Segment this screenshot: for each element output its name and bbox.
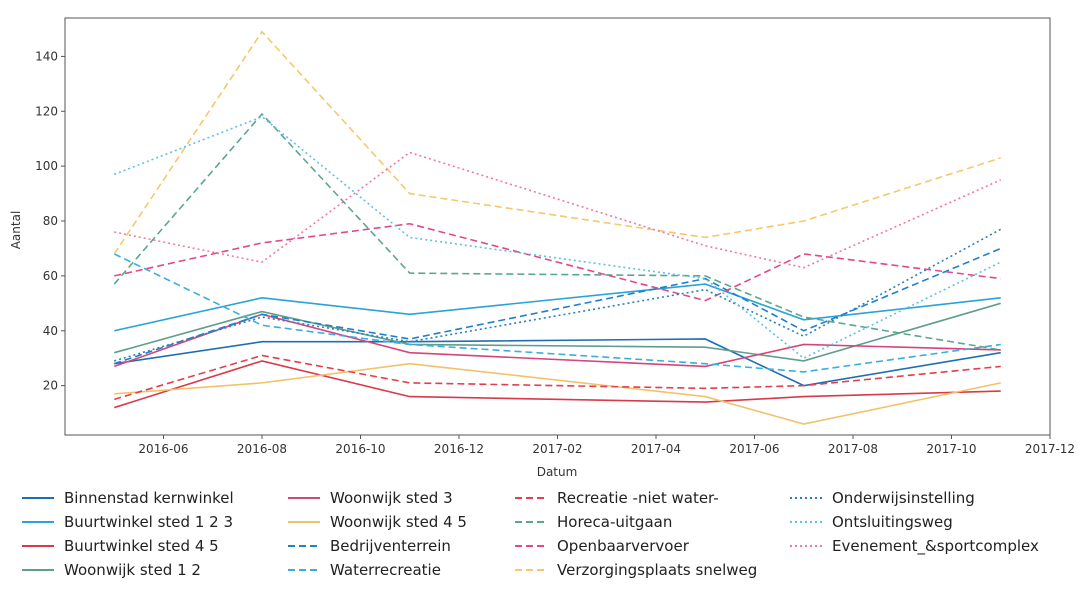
x-tick-label: 2017-10 — [926, 442, 976, 456]
series-line — [114, 302, 1001, 362]
legend-label: Onderwijsinstelling — [832, 489, 975, 507]
y-tick-label: 140 — [35, 49, 58, 63]
x-tick-label: 2017-02 — [532, 442, 582, 456]
legend-label: Ontsluitingsweg — [832, 513, 953, 531]
y-tick-label: 60 — [43, 269, 58, 283]
x-tick-label: 2016-08 — [237, 442, 287, 456]
series-line — [113, 313, 1001, 368]
series-line — [114, 360, 1001, 409]
series-line — [113, 112, 1001, 351]
x-tick-label: 2017-06 — [729, 442, 779, 456]
legend-label: Buurtwinkel sted 1 2 3 — [64, 513, 233, 531]
y-tick-label: 40 — [43, 324, 58, 338]
legend-label: Woonwijk sted 4 5 — [330, 513, 467, 531]
series-line — [114, 338, 1001, 387]
series-line — [113, 253, 1001, 373]
series-line — [114, 354, 1001, 401]
x-axis-label: Datum — [537, 465, 578, 479]
x-tick-label: 2017-12 — [1025, 442, 1075, 456]
x-tick-label: 2017-08 — [828, 442, 878, 456]
legend-label: Woonwijk sted 1 2 — [64, 561, 201, 579]
legend-label: Openbaarvervoer — [557, 537, 690, 555]
legend-label: Waterrecreatie — [330, 561, 441, 579]
x-tick-label: 2016-06 — [138, 442, 188, 456]
x-tick-label: 2016-12 — [434, 442, 484, 456]
legend-label: Buurtwinkel sted 4 5 — [64, 537, 219, 555]
legend-label: Bedrijventerrein — [330, 537, 451, 555]
series-line — [114, 283, 1001, 332]
y-tick-label: 100 — [35, 159, 58, 173]
x-tick-label: 2017-04 — [631, 442, 681, 456]
y-tick-label: 80 — [43, 214, 58, 228]
legend-label: Recreatie -niet water- — [557, 489, 719, 507]
x-tick-label: 2016-10 — [335, 442, 385, 456]
y-axis-label: Aantal — [9, 211, 23, 250]
series-line — [113, 30, 1001, 255]
series-line — [113, 115, 1002, 360]
legend-label: Binnenstad kernwinkel — [64, 489, 234, 507]
series-line — [114, 222, 1001, 302]
series-line — [114, 362, 1001, 425]
plot-frame — [64, 17, 1051, 436]
y-tick-label: 20 — [43, 379, 58, 393]
series-line — [113, 247, 1002, 365]
legend-label: Horeca-uitgaan — [557, 513, 672, 531]
legend-label: Verzorgingsplaats snelweg — [557, 561, 757, 579]
legend-label: Evenement_&sportcomplex — [832, 537, 1039, 556]
legend-label: Woonwijk sted 3 — [330, 489, 453, 507]
y-tick-label: 120 — [35, 104, 58, 118]
series-line — [114, 228, 1002, 362]
series-line — [114, 151, 1002, 269]
legend: Binnenstad kernwinkel Buurtwinkel sted 1 … — [22, 489, 1039, 579]
